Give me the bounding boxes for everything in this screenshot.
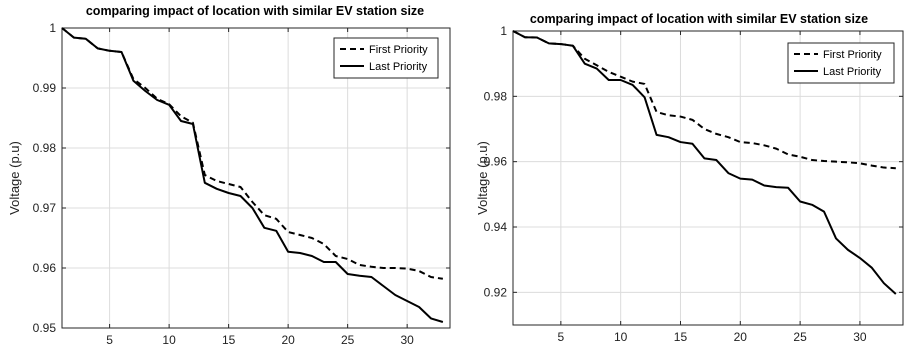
y-tick-label: 0.94 — [484, 220, 508, 234]
x-tick-label: 15 — [222, 333, 236, 347]
legend-box — [333, 37, 439, 79]
chart-left-y-axis-label: Voltage (p.u) — [7, 141, 22, 215]
x-tick-label: 5 — [106, 333, 113, 347]
chart-right-title: comparing impact of location with simila… — [530, 12, 868, 26]
y-tick-label: 0.95 — [33, 321, 57, 335]
chart-left-plot-frame — [61, 27, 451, 329]
y-tick-label: 0.98 — [33, 141, 57, 155]
y-tick-label: 1 — [500, 24, 507, 38]
chart-left-title: comparing impact of location with simila… — [86, 4, 424, 18]
x-tick-label: 30 — [400, 333, 414, 347]
legend-box — [787, 42, 895, 84]
chart-left-series — [61, 27, 444, 323]
chart-right-y-axis-label: Voltage (p.u) — [475, 141, 490, 215]
first-priority-line — [512, 30, 896, 170]
chart-right-plot-frame — [512, 30, 904, 326]
legend-label-first-priority: First Priority — [823, 49, 882, 61]
x-tick-label: 25 — [793, 330, 807, 344]
x-tick-label: 30 — [853, 330, 867, 344]
x-tick-label: 15 — [674, 330, 688, 344]
x-tick-label: 20 — [734, 330, 748, 344]
chart-left-legend: First Priority Last Priority — [333, 37, 439, 79]
x-tick-label: 5 — [558, 330, 565, 344]
y-tick-label: 1 — [49, 21, 56, 35]
y-tick-label: 0.96 — [484, 155, 508, 169]
legend-label-last-priority: Last Priority — [369, 61, 428, 73]
chart-left-ticks: 5 10 15 20 25 30 0.95 0.96 0.97 0.98 0.99 1 — [33, 21, 450, 347]
y-tick-label: 0.99 — [33, 81, 57, 95]
x-tick-label: 10 — [162, 333, 176, 347]
legend-label-last-priority: Last Priority — [823, 66, 882, 78]
y-tick-label: 0.97 — [33, 201, 57, 215]
y-tick-label: 0.98 — [484, 89, 508, 103]
x-tick-label: 25 — [341, 333, 355, 347]
chart-right-series — [512, 30, 897, 295]
y-tick-label: 0.92 — [484, 285, 508, 299]
chart-left: comparing impact of location with simila… — [7, 4, 451, 347]
x-tick-label: 20 — [281, 333, 295, 347]
chart-right-legend: First Priority Last Priority — [787, 42, 895, 84]
legend-label-first-priority: First Priority — [369, 44, 428, 56]
chart-right: comparing impact of location with simila… — [475, 12, 904, 344]
y-tick-label: 0.96 — [33, 261, 57, 275]
x-tick-label: 10 — [614, 330, 628, 344]
